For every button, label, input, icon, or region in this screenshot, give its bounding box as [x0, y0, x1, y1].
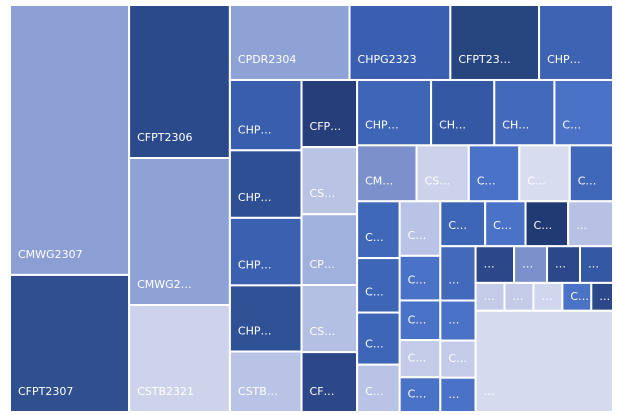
tile	[449, 4, 541, 81]
tile-label: C…	[493, 219, 512, 232]
tile-label: CFPT23…	[458, 53, 510, 66]
tile-label: CP…	[310, 258, 335, 271]
tile-label: CHP…	[238, 123, 272, 136]
tile	[9, 4, 131, 276]
tile	[356, 200, 401, 260]
tile	[300, 146, 359, 216]
tile-label: CMWG2307	[18, 248, 83, 261]
tile	[430, 78, 496, 147]
tile-label: C…	[562, 118, 581, 131]
tile-label: C…	[365, 286, 384, 299]
tile-label: CS…	[425, 174, 451, 187]
tile-label: CHP…	[238, 191, 272, 204]
tile	[300, 213, 359, 286]
tile-label: …	[576, 219, 587, 232]
tile-label: C…	[578, 174, 597, 187]
tile-label: C…	[477, 174, 496, 187]
tile-label: CH…	[439, 118, 466, 131]
tile-label: C…	[408, 388, 427, 401]
tile	[356, 78, 433, 147]
tile-label: CH…	[502, 118, 529, 131]
tile	[9, 273, 131, 413]
tile-label: CHP…	[547, 53, 581, 66]
tile	[300, 78, 359, 149]
tile	[474, 245, 516, 284]
tile-label: C…	[408, 229, 427, 242]
tile-label: …	[541, 290, 552, 303]
tile	[398, 376, 442, 413]
tile	[228, 350, 303, 414]
tile-label: …	[484, 385, 495, 398]
tile	[300, 283, 359, 354]
tile-label: CHP…	[365, 118, 399, 131]
tile-label: CS…	[310, 187, 336, 200]
tile	[128, 4, 231, 159]
tile-label: C…	[408, 352, 427, 365]
tile-label: CFPT2306	[137, 131, 192, 144]
tile-label: C…	[534, 219, 553, 232]
tile-label: …	[484, 258, 495, 271]
tile	[300, 351, 359, 414]
tile	[398, 339, 442, 379]
tile	[579, 245, 614, 284]
tile-label: C…	[408, 313, 427, 326]
tile	[474, 309, 614, 413]
tile-label: …	[555, 258, 566, 271]
tile	[561, 281, 593, 312]
tile-label: CF…	[310, 385, 335, 398]
tile	[538, 4, 615, 81]
tile	[228, 216, 303, 287]
tile	[415, 144, 470, 203]
tile-label: C…	[448, 219, 467, 232]
tile-label: C…	[448, 352, 467, 365]
tile-label: …	[599, 290, 610, 303]
tile	[567, 200, 615, 248]
tile	[356, 363, 401, 414]
tile-label: CPDR2304	[238, 53, 296, 66]
tile	[553, 78, 615, 147]
tile	[228, 149, 303, 219]
tile	[493, 78, 556, 147]
tile-label: CSTB2321	[137, 385, 194, 398]
tile-label: …	[513, 290, 524, 303]
tile-label: CHP…	[238, 258, 272, 271]
tile-label: CM…	[365, 174, 393, 187]
tile-label: CHPG2323	[358, 53, 417, 66]
tile	[228, 284, 303, 353]
tile-label: CMWG2…	[137, 278, 192, 291]
tile-label: CFPT2307	[18, 385, 73, 398]
tile-label: C…	[365, 385, 384, 398]
tile-label: C…	[408, 273, 427, 286]
tile	[484, 200, 527, 248]
tile	[228, 78, 303, 152]
tile-label: …	[522, 258, 533, 271]
tile	[524, 200, 570, 248]
tile-label: C…	[570, 290, 589, 303]
tile	[128, 157, 231, 306]
tile-label: …	[448, 388, 459, 401]
tile-label: CSTB…	[238, 385, 278, 398]
tile-label: C…	[365, 231, 384, 244]
tile	[228, 4, 351, 81]
tile-label: …	[448, 314, 459, 327]
tile-label: C…	[527, 174, 546, 187]
tile	[348, 4, 452, 81]
tile-label: …	[484, 290, 495, 303]
tile-label: CFP…	[310, 120, 342, 133]
tile-label: …	[448, 274, 459, 287]
tile	[518, 144, 571, 203]
tile-label: …	[588, 258, 599, 271]
tile-label: CS…	[310, 325, 336, 338]
tile-label: C…	[365, 338, 384, 351]
tile	[356, 257, 401, 314]
tile-label: CHP…	[238, 325, 272, 338]
tile	[439, 339, 477, 379]
